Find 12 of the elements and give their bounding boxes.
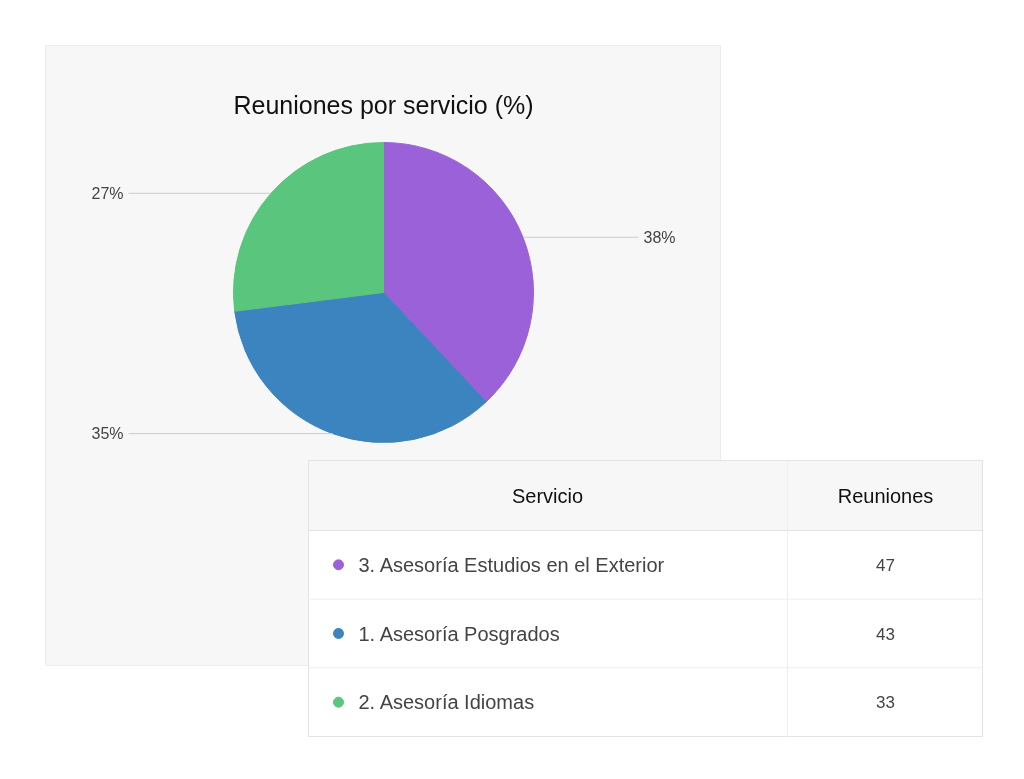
data-label: 38% (643, 228, 676, 246)
data-label: 35% (91, 425, 124, 443)
text: 47 (876, 555, 895, 575)
chart-title: Reuniones por servicio (%) (233, 90, 534, 119)
legend-label: 3. Asesoría Estudios en el Exterior (358, 553, 665, 576)
text: Reuniones (837, 484, 934, 507)
legend-title: Servicio (511, 484, 584, 507)
legend-label: 2. Asesoría Idiomas (358, 691, 535, 714)
text: 33 (876, 693, 895, 713)
data-label: 27% (91, 184, 124, 202)
text: 43 (876, 624, 895, 644)
legend-label: 1. Asesoría Posgrados (358, 622, 560, 645)
